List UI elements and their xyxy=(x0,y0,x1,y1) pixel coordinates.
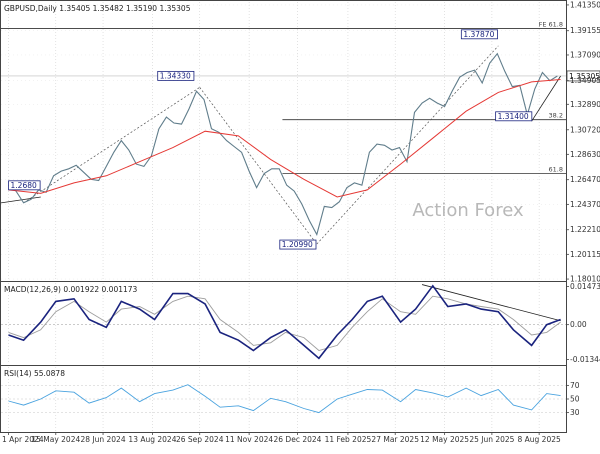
sma-series-line xyxy=(8,79,561,198)
macd-trendline xyxy=(421,284,561,322)
price-annotation-label: 1.34330 xyxy=(160,71,191,80)
date-label: 1 Apr 2024 xyxy=(2,435,44,444)
price-tick-label: 1.24370 xyxy=(570,200,600,209)
price-tick-label: 1.30720 xyxy=(570,125,600,134)
macd-tick-label: 0.014734 xyxy=(570,282,600,291)
price-tick-label: 1.34905 xyxy=(570,76,600,85)
price-tick-label: 1.39155 xyxy=(570,26,600,35)
date-label: 27 Mar 2025 xyxy=(371,435,419,444)
price-annotation-box xyxy=(495,111,533,122)
trendline-layer xyxy=(0,45,561,322)
date-label: 25 Jun 2025 xyxy=(469,435,514,444)
date-label: 26 Sep 2024 xyxy=(176,435,224,444)
current-price-label: 1.35305 xyxy=(569,72,600,81)
chart-header: GBPUSD,Daily 1.35405 1.35482 1.35190 1.3… xyxy=(4,4,191,13)
macd-line xyxy=(8,284,561,360)
price-tick-label: 1.32890 xyxy=(570,100,600,109)
price-series-line xyxy=(8,52,558,236)
fib-layer: FE 61.8 38.2 61.8 xyxy=(1,20,566,174)
price-tick-label: 1.18010 xyxy=(570,275,600,284)
date-label: 28 Jun 2024 xyxy=(80,435,125,444)
support-trendline xyxy=(531,75,561,122)
rsi-tick-label: 30 xyxy=(570,408,580,417)
price-tick-label: 1.28630 xyxy=(570,150,600,159)
date-label: 12 May 2025 xyxy=(420,435,469,444)
grid-layer xyxy=(1,2,566,431)
macd-panel-frame xyxy=(0,281,567,366)
price-tick-label: 1.22210 xyxy=(570,225,600,234)
date-label: 8 Aug 2025 xyxy=(518,435,561,444)
watermark: Action Forex xyxy=(412,200,524,221)
date-label: 13 Aug 2024 xyxy=(128,435,176,444)
macd-signal-line xyxy=(8,295,561,351)
date-label: 26 Dec 2024 xyxy=(274,435,322,444)
price-annotation-label: 1.2680 xyxy=(11,181,37,190)
macd-label: MACD(12,26,9) 0.001922 0.001173 xyxy=(4,285,138,294)
price-tick-label: 1.20115 xyxy=(570,250,600,259)
fib-level-label: FE 61.8 xyxy=(539,20,563,28)
date-label: 15 May 2024 xyxy=(31,435,80,444)
date-label: 11 Feb 2025 xyxy=(325,435,372,444)
macd-tick-label: 0.00 xyxy=(570,320,587,329)
rsi-line xyxy=(8,384,561,414)
price-annotation-label: 1.37870 xyxy=(463,30,494,39)
price-annotation-box xyxy=(279,239,317,250)
price-tick-label: 1.41350 xyxy=(570,0,600,9)
price-annotation-box xyxy=(157,70,195,81)
current-price-tag xyxy=(566,70,600,82)
projection-line xyxy=(23,87,200,204)
fib-level-label: 38.2 xyxy=(549,112,563,120)
series-layer xyxy=(8,52,561,414)
macd-tick-label: -0.013442 xyxy=(570,355,600,364)
projection-line xyxy=(316,45,499,245)
price-annotation-box xyxy=(8,180,41,191)
price-tick-label: 1.26470 xyxy=(570,175,600,184)
annotation-layer: 1.34330 1.20990 1.37870 1.31400 1.2680 1.3530… xyxy=(8,29,600,250)
price-panel-frame xyxy=(0,0,567,282)
price-tick-label: 1.37090 xyxy=(570,50,600,59)
price-annotation-label: 1.20990 xyxy=(282,240,313,249)
price-annotation-label: 1.31400 xyxy=(498,112,529,121)
fib-level-label: 61.8 xyxy=(549,165,563,173)
date-label: 11 Nov 2024 xyxy=(225,435,273,444)
projection-line xyxy=(199,87,318,245)
rsi-tick-label: 50 xyxy=(570,395,580,404)
rsi-label: RSI(14) 55.0878 xyxy=(4,369,65,378)
rsi-tick-label: 70 xyxy=(570,381,580,390)
price-annotation-box xyxy=(460,29,498,40)
support-trendline xyxy=(0,196,41,204)
